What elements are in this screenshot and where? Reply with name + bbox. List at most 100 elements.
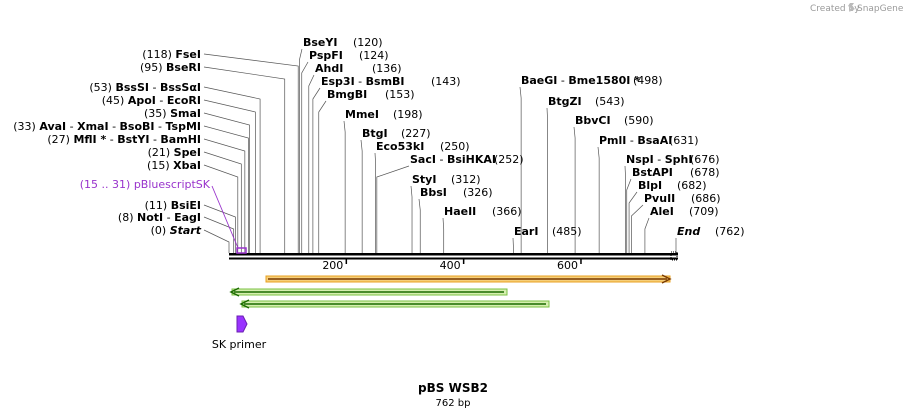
site-label-end[interactable]: End (762) [677,225,745,238]
feature-green-reverse-2[interactable] [239,299,550,309]
enzyme-names: BstAPI [632,166,673,179]
site-position: (631) [669,134,699,147]
enzyme-start: Start [170,224,202,237]
site-label-alei[interactable]: AleI (709) [650,205,719,218]
leader-pmli [597,146,600,253]
site-position: (678) [690,166,720,179]
enzyme-apoi: ApoI [128,94,156,107]
enzyme-bsss-i: BssSαI [160,81,201,94]
site-label-btgzi[interactable]: BtgZI (543) [548,95,625,108]
enzyme-names: End [677,225,700,238]
enzyme-names: NspI - SphI [626,153,692,166]
enzyme-end: End [677,225,700,238]
site-label-mmei[interactable]: MmeI (198) [345,108,423,121]
enzyme-names: BlpI [638,179,662,192]
site-position: (762) [715,225,745,238]
site-label-start[interactable]: (0) Start [151,224,202,237]
leader-xbai [203,164,239,253]
site-label-apoi[interactable]: (45) ApoI - EcoRI [102,94,201,107]
site-label-bbvci[interactable]: BbvCI (590) [575,114,654,127]
site-label-mfli[interactable]: (27) MflI * - BstYI - BamHI [47,133,201,146]
enzyme-nspi: NspI [626,153,654,166]
enzyme-names: EarI [514,225,538,238]
site-label-nspi[interactable]: NspI - SphI(676) [626,153,720,166]
site-label-bmgbi[interactable]: BmgBI (153) [327,88,415,101]
site-position: (485) [552,225,582,238]
enzyme-alei: AleI [650,205,674,218]
site-label-ahdi[interactable]: AhdI (136) [315,62,402,75]
site-label-bsssi[interactable]: (53) BssSI - BssSαI [89,81,201,94]
site-label-baegi[interactable]: BaeGI - Bme1580I *(498) [521,74,663,87]
end-cap [670,251,678,261]
site-label-haeii[interactable]: HaeII (366) [444,205,522,218]
leader-saci [376,165,410,253]
site-label-bseyi[interactable]: BseYI (120) [303,36,383,49]
site-position: (686) [691,192,721,205]
enzyme-names: BbvCI [575,114,611,127]
map-title-block: pBS WSB2 762 bp [418,381,488,409]
site-position: (326) [463,186,493,199]
enzyme-saci: SacI [410,153,436,166]
site-label-saci[interactable]: SacI - BsiHKAI(252) [410,153,524,166]
site-position: (676) [690,153,720,166]
leader-bmgbi [318,100,327,253]
site-label-eco53ki[interactable]: Eco53kI (250) [376,140,470,153]
snapgene-logo-icon [848,3,855,12]
enzyme-names: AhdI [315,62,343,75]
site-label-fsei[interactable]: (118) FseI [142,48,201,61]
site-label-spei[interactable]: (21) SpeI [148,146,201,159]
leader-bbsi [418,198,421,253]
enzyme-bbvci: BbvCI [575,114,611,127]
site-label-xbai[interactable]: (15) XbaI [147,159,201,172]
enzyme-bsihkai: BsiHKAI [447,153,496,166]
site-position: (252) [494,153,524,166]
enzyme-mmei: MmeI [345,108,379,121]
site-label-bseri[interactable]: (95) BseRI [140,61,201,74]
site-label-bsiei[interactable]: (11) BsiEI [145,199,201,212]
enzyme-smai: SmaI [170,107,201,120]
site-label-btgi[interactable]: BtgI (227) [362,127,431,140]
site-position: (15) [147,159,173,172]
site-position: (153) [385,88,415,101]
enzyme-styi: StyI [412,173,436,186]
dna-backbone: 200 400 600 [229,251,678,272]
site-label-noti[interactable]: (8) NotI - EagI [118,211,201,224]
feature-orange-forward[interactable] [265,274,672,284]
enzyme-names: BaeGI - Bme1580I * [521,74,640,87]
site-position: (95) [140,61,166,74]
site-label-pvuii[interactable]: PvuII (686) [644,192,721,205]
feature-green-reverse-1[interactable] [229,287,508,297]
enzyme-pspfi: PspFI [309,49,343,62]
site-label-esp3i[interactable]: Esp3I - BsmBI (143) [321,75,461,88]
site-label-eari[interactable]: EarI (485) [514,225,582,238]
site-label-smai[interactable]: (35) SmaI [144,107,201,120]
site-label-bbsi[interactable]: BbsI (326) [420,186,493,199]
enzyme-spei: SpeI [174,146,201,159]
site-position: (53) [89,81,115,94]
enzyme-names: PspFI [309,49,343,62]
enzyme-blpi: BlpI [638,179,662,192]
site-position: (33) [13,120,39,133]
enzyme-names: BtgZI [548,95,582,108]
site-position: (11) [145,199,171,212]
leader-bbvci [573,126,576,253]
backbone-ticks: 200 400 600 [322,251,678,272]
site-label-blpi[interactable]: BlpI (682) [638,179,707,192]
site-position: (35) [144,107,170,120]
enzyme-names: BtgI [362,127,388,140]
region-marker-pbluescriptsk [236,247,247,254]
site-label-styi[interactable]: StyI (312) [412,173,481,186]
tick-label-400: 400 [440,259,461,272]
enzyme-avai: AvaI [39,120,66,133]
region-label-pbluescriptsk[interactable]: (15 .. 31) pBluescriptSK [80,178,211,191]
leader-fsei [203,53,299,253]
site-label-avai[interactable]: (33) AvaI - XmaI - BsoBI - TspMI [13,120,201,133]
leader-ahdi [308,74,315,253]
leader-btgzi [546,107,548,253]
enzyme-eari: EarI [514,225,538,238]
site-label-bstapi[interactable]: BstAPI (678) [632,166,720,179]
site-label-pspfi[interactable]: PspFI (124) [309,49,389,62]
leader-eco53ki [374,152,377,253]
sk-primer[interactable]: SK primer [212,315,267,351]
site-label-pmli[interactable]: PmlI - BsaAI(631) [599,134,699,147]
